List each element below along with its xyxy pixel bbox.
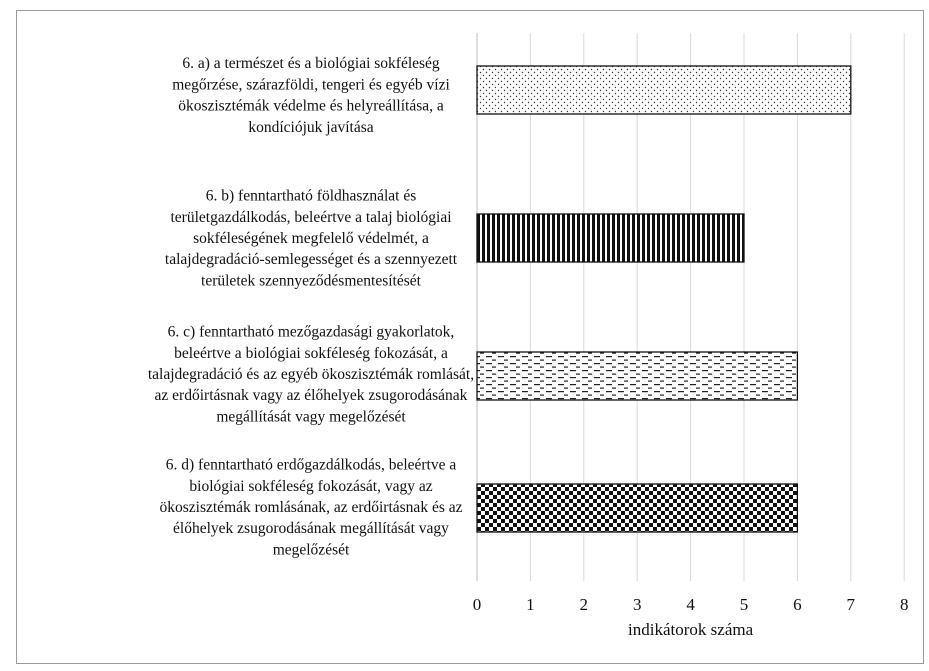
- x-tick-label: 3: [633, 595, 642, 614]
- bar: [476, 65, 852, 115]
- bar: [476, 483, 799, 533]
- category-label: 6. c) fenntartható mezőgazdasági gyakorl…: [148, 324, 474, 426]
- x-axis-title: indikátorok száma: [628, 620, 754, 639]
- category-label: 6. d) fenntartható erdőgazdálkodás, bele…: [160, 457, 463, 559]
- bar: [476, 351, 799, 401]
- x-tick-label: 4: [686, 595, 695, 614]
- bar: [476, 213, 745, 263]
- x-tick-label: 1: [526, 595, 535, 614]
- chart-frame: 0 1 2 3 4 5 6 7 8 indikátorok száma 6. a) a termés…: [16, 10, 924, 664]
- x-tick-label: 0: [473, 595, 482, 614]
- x-tick-label: 7: [847, 595, 856, 614]
- x-tick-label: 8: [900, 595, 909, 614]
- category-label: 6. b) fenntartható földhasználat és terül…: [165, 188, 458, 290]
- x-tick-label: 6: [793, 595, 802, 614]
- x-tick-label: 5: [740, 595, 749, 614]
- x-tick-label: 2: [580, 595, 589, 614]
- bar-chart: 0 1 2 3 4 5 6 7 8 indikátorok száma 6. a) a termés…: [148, 33, 909, 639]
- category-label: 6. a) a természet és a biológiai sokféle…: [172, 55, 450, 136]
